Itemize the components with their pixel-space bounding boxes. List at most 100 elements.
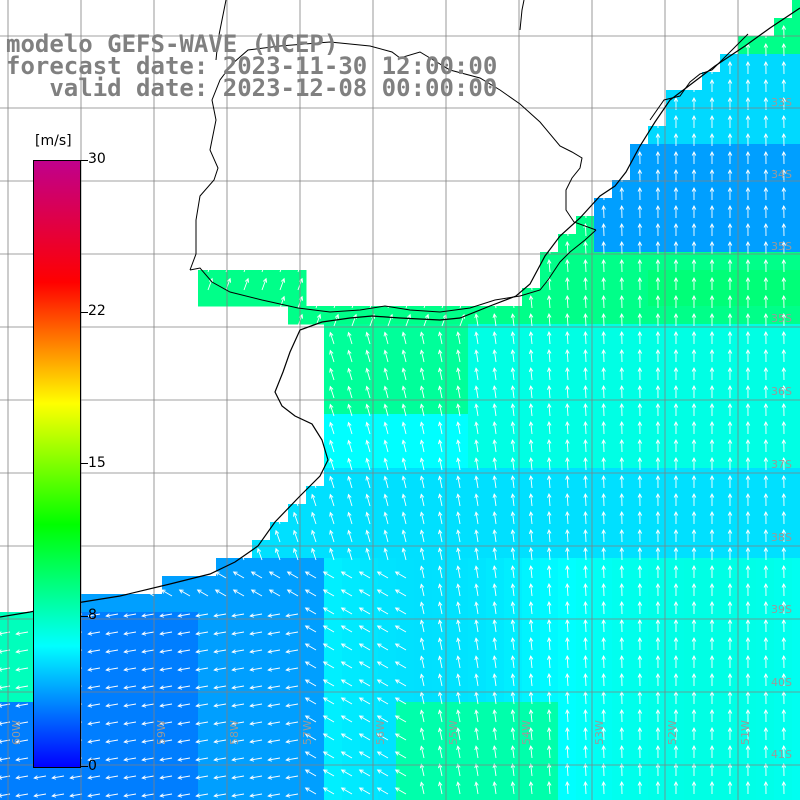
wind-arrow xyxy=(105,775,119,780)
wind-arrow xyxy=(709,673,715,687)
wind-cell xyxy=(360,396,379,415)
wind-arrow xyxy=(304,571,317,579)
wind-arrow xyxy=(401,421,407,435)
wind-arrow xyxy=(510,385,516,399)
lon-label: 52W xyxy=(666,720,679,745)
wind-cell xyxy=(792,414,800,433)
wind-arrow xyxy=(419,763,425,777)
wind-cell xyxy=(378,360,397,379)
wind-arrow xyxy=(456,529,461,543)
wind-arrow xyxy=(510,331,516,345)
wind-cell xyxy=(180,630,199,649)
wind-arrow xyxy=(123,703,137,708)
wind-arrow xyxy=(583,529,588,543)
wind-arrow xyxy=(745,367,751,381)
wind-cell xyxy=(288,576,307,595)
wind-arrow xyxy=(781,457,787,471)
wind-arrow xyxy=(637,547,643,561)
wind-arrow xyxy=(781,619,787,633)
wind-arrow xyxy=(619,763,624,777)
wind-arrow xyxy=(709,187,715,201)
wind-arrow xyxy=(781,403,787,417)
wind-arrow xyxy=(160,589,173,597)
wind-arrow xyxy=(394,661,407,669)
lat-label: 38S xyxy=(771,531,792,544)
wind-arrow xyxy=(249,739,263,744)
wind-arrow xyxy=(691,151,697,165)
wind-arrow xyxy=(619,205,624,219)
wind-arrow xyxy=(547,637,552,651)
wind-arrow xyxy=(376,715,389,723)
wind-cell xyxy=(162,630,181,649)
wind-arrow xyxy=(673,385,679,399)
wind-arrow xyxy=(637,259,643,273)
wind-cell xyxy=(378,720,397,739)
wind-arrow xyxy=(340,679,353,687)
wind-arrow xyxy=(637,781,643,795)
wind-arrow xyxy=(673,205,679,219)
wind-arrow xyxy=(438,475,443,489)
wind-cell xyxy=(0,774,19,793)
wind-cell xyxy=(252,612,271,631)
wind-arrow xyxy=(763,529,769,543)
wind-cell xyxy=(342,558,361,577)
wind-arrow xyxy=(195,667,209,672)
wind-arrow xyxy=(33,793,47,798)
wind-cell xyxy=(450,576,469,595)
wind-arrow xyxy=(655,151,661,165)
wind-arrow xyxy=(763,259,769,273)
wind-arrow xyxy=(673,151,679,165)
wind-cell xyxy=(108,684,127,703)
wind-cell xyxy=(594,792,613,800)
wind-arrow xyxy=(709,205,715,219)
wind-arrow xyxy=(401,403,407,417)
wind-arrow xyxy=(709,529,715,543)
wind-cell xyxy=(36,792,55,800)
wind-arrow xyxy=(691,619,697,633)
wind-arrow xyxy=(401,385,407,399)
wind-arrow xyxy=(781,763,787,777)
wind-cell xyxy=(180,792,199,800)
wind-arrow xyxy=(601,745,606,759)
wind-cell xyxy=(270,612,289,631)
wind-cell xyxy=(792,450,800,469)
wind-arrow xyxy=(745,421,751,435)
wind-arrow xyxy=(456,601,461,615)
wind-cell xyxy=(432,306,451,325)
wind-arrow xyxy=(383,511,389,525)
wind-arrow xyxy=(159,685,173,690)
wind-arrow xyxy=(347,439,353,453)
wind-arrow xyxy=(419,403,425,417)
wind-arrow xyxy=(583,763,588,777)
wind-arrow xyxy=(474,673,479,687)
wind-cell xyxy=(180,738,199,757)
wind-arrow xyxy=(340,625,353,633)
wind-cell xyxy=(234,558,253,577)
wind-arrow xyxy=(159,703,173,708)
wind-arrow xyxy=(763,655,769,669)
wind-cell xyxy=(234,720,253,739)
wind-cell xyxy=(126,792,145,800)
wind-cell xyxy=(378,630,397,649)
wind-cell xyxy=(0,720,19,739)
wind-arrow xyxy=(213,631,227,636)
wind-cell xyxy=(144,738,163,757)
wind-cell xyxy=(792,468,800,487)
wind-cell xyxy=(378,432,397,451)
wind-arrow xyxy=(87,631,101,636)
wind-cell xyxy=(450,378,469,397)
wind-arrow xyxy=(565,655,570,669)
wind-cell xyxy=(108,792,127,800)
wind-arrow xyxy=(15,721,29,726)
wind-arrow xyxy=(619,349,624,363)
wind-cell xyxy=(792,684,800,703)
wind-cell xyxy=(108,738,127,757)
wind-arrow xyxy=(105,685,119,690)
wind-arrow xyxy=(727,529,733,543)
wind-arrow xyxy=(419,385,425,399)
wind-cell xyxy=(342,540,361,559)
wind-arrow xyxy=(369,295,376,309)
wind-arrow xyxy=(347,403,353,417)
colorbar-unit: [m/s] xyxy=(35,133,72,149)
wind-arrow xyxy=(405,313,412,327)
